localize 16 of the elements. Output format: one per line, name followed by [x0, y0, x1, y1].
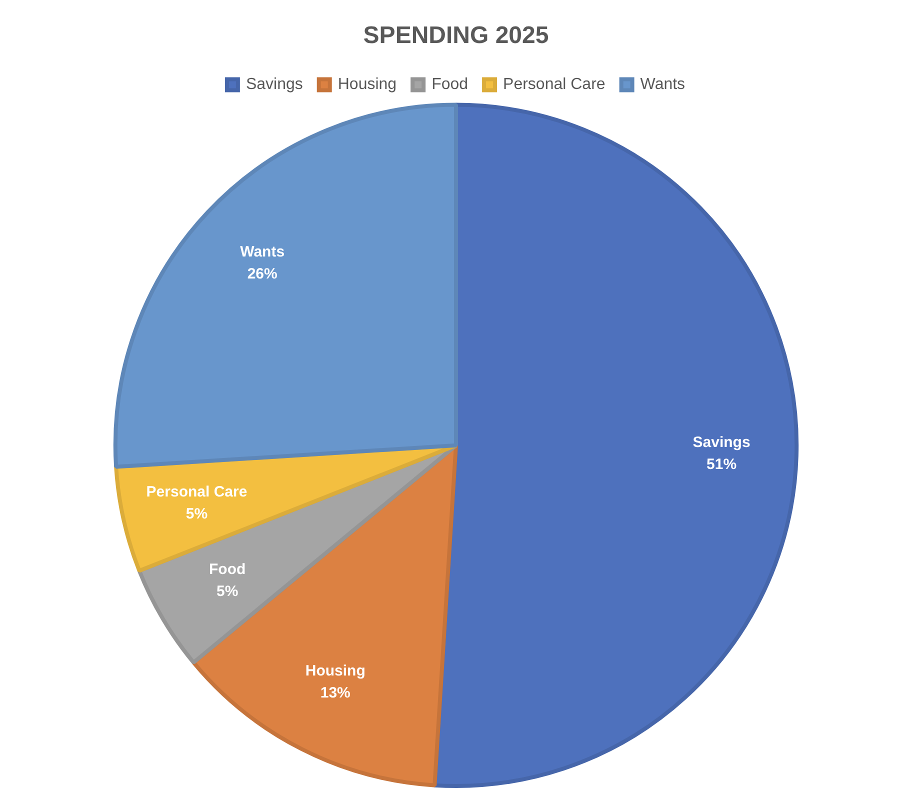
legend-label: Housing [338, 76, 397, 94]
slice-label: Personal Care [146, 483, 248, 500]
legend-label: Food [432, 76, 468, 94]
data-label: 51% [706, 456, 737, 473]
legend-label: Savings [246, 76, 303, 94]
data-label: 13% [320, 684, 350, 702]
chart-title: SPENDING 2025 [363, 22, 549, 50]
data-label: 5% [216, 582, 238, 600]
legend-label: Personal Care [503, 76, 606, 94]
slice-label: Housing [305, 662, 366, 680]
slice-label: Food [209, 560, 246, 578]
data-label: 26% [247, 266, 278, 283]
legend-label: Wants [640, 76, 686, 94]
slice-label: Savings [692, 434, 750, 451]
slice-label: Wants [240, 244, 285, 261]
data-label: 5% [186, 505, 208, 522]
